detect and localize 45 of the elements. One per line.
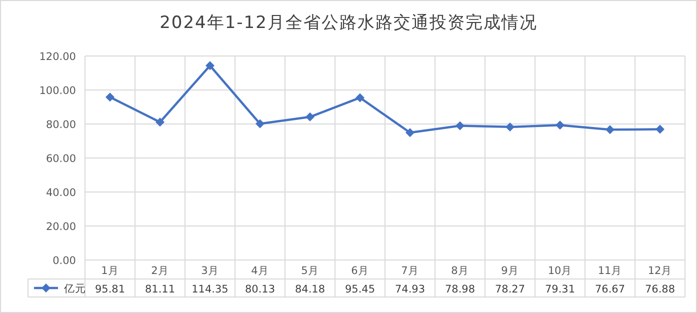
data-label: 95.45 [344, 284, 376, 296]
y-tick-label: 20.00 [46, 221, 76, 233]
legend-label: 亿元 [63, 283, 86, 295]
x-tick-label: 4月 [251, 265, 269, 277]
point [606, 125, 614, 134]
x-tick-label: 5月 [301, 265, 319, 277]
y-tick-label: 40.00 [46, 187, 76, 199]
y-tick-label: 100.00 [39, 85, 76, 97]
x-tick-label: 1月 [101, 265, 119, 277]
data-label: 95.81 [94, 284, 126, 296]
y-tick-label: 0.00 [52, 255, 76, 267]
x-tick-label: 7月 [401, 265, 419, 277]
point [656, 124, 664, 134]
point [106, 92, 114, 102]
point [556, 120, 564, 130]
point [506, 122, 514, 132]
data-label: 79.31 [544, 284, 576, 296]
data-label: 80.13 [244, 284, 276, 296]
data-label: 76.67 [594, 284, 626, 296]
x-tick-label: 6月 [351, 265, 369, 277]
data-label: 78.98 [444, 284, 476, 296]
x-tick-label: 11月 [598, 265, 622, 277]
x-tick-label: 12月 [648, 265, 672, 277]
data-label: 78.27 [494, 284, 526, 296]
data-label: 81.11 [144, 284, 176, 296]
data-label: 84.18 [294, 284, 326, 296]
point [406, 128, 414, 138]
x-tick-label: 9月 [501, 265, 519, 277]
y-tick-label: 60.00 [46, 153, 76, 165]
chart-title: 2024年1-12月全省公路水路交通投资完成情况 [160, 13, 538, 33]
x-tick-label: 10月 [548, 265, 572, 277]
x-tick-label: 3月 [201, 265, 219, 277]
point [456, 121, 464, 130]
y-tick-label: 120.00 [39, 51, 76, 63]
data-label: 76.88 [644, 284, 676, 296]
x-tick-label: 8月 [451, 265, 469, 277]
point [206, 61, 214, 70]
point [306, 112, 314, 122]
data-label: 114.35 [192, 284, 228, 296]
point [256, 119, 264, 128]
y-tick-label: 80.00 [46, 119, 76, 131]
point [156, 118, 164, 127]
point [356, 93, 364, 102]
data-label: 74.93 [394, 284, 426, 296]
x-tick-label: 2月 [151, 265, 169, 277]
